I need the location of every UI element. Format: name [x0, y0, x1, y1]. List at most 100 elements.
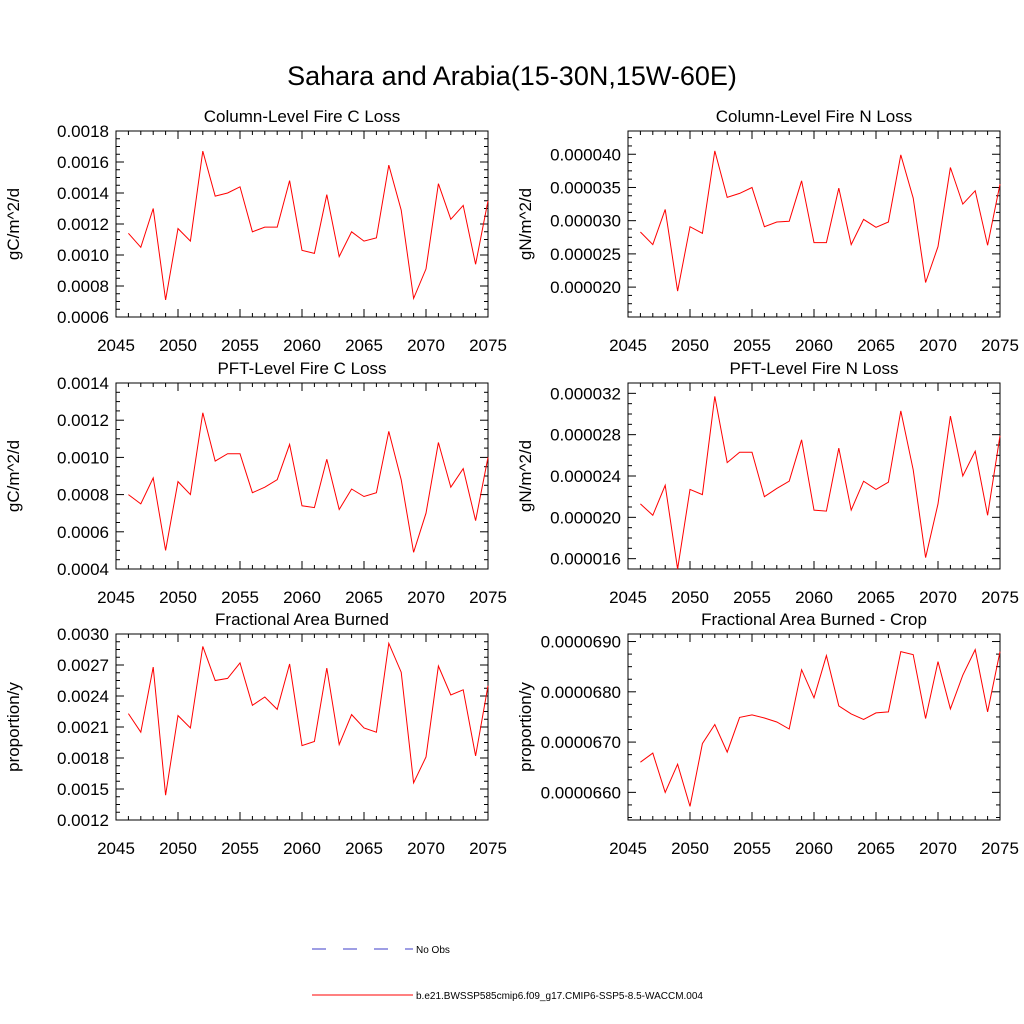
plot-frame [627, 382, 1001, 570]
y-tick-label: 0.0000670 [541, 733, 621, 752]
chart-panel-5: Fractional Area Burned proportion/y 2045 20… [4, 610, 507, 858]
x-tick-label: 2070 [407, 336, 445, 355]
x-tick-label: 2075 [469, 588, 507, 607]
y-tick-label: 0.0014 [57, 374, 109, 393]
y-axis-label: gC/m^2/d [4, 188, 23, 260]
x-tick-label: 2050 [159, 839, 197, 858]
x-tick-label: 2045 [609, 839, 647, 858]
y-tick-label: 0.0018 [57, 122, 109, 141]
x-tick-label: 2065 [345, 336, 383, 355]
x-tick-label: 2070 [407, 588, 445, 607]
y-tick-label: 0.000035 [550, 178, 621, 197]
y-tick-label: 0.000040 [550, 145, 621, 164]
y-axis-label: gC/m^2/d [4, 440, 23, 512]
x-tick-label: 2045 [97, 839, 135, 858]
x-tick-label: 2070 [919, 839, 957, 858]
y-tick-label: 0.0030 [57, 625, 109, 644]
x-tick-label: 2075 [981, 839, 1019, 858]
x-tick-label: 2055 [733, 588, 771, 607]
x-tick-label: 2050 [159, 588, 197, 607]
y-tick-label: 0.0027 [57, 656, 109, 675]
legend-obs-label: No Obs [416, 945, 450, 956]
x-tick-label: 2050 [671, 839, 709, 858]
x-tick-label: 2055 [221, 588, 259, 607]
y-tick-label: 0.000030 [550, 212, 621, 231]
x-tick-label: 2060 [283, 336, 321, 355]
panel-title: Fractional Area Burned - Crop [701, 610, 927, 629]
x-tick-label: 2075 [469, 839, 507, 858]
y-tick-label: 0.0008 [57, 277, 109, 296]
series-line [640, 150, 1001, 292]
y-tick-label: 0.0008 [57, 486, 109, 505]
figure-title: Sahara and Arabia(15-30N,15W-60E) [287, 61, 737, 91]
y-tick-label: 0.0012 [57, 811, 109, 830]
series-line [128, 150, 489, 301]
y-tick-label: 0.000020 [550, 508, 621, 527]
y-tick-label: 0.0000680 [541, 683, 621, 702]
y-tick-label: 0.0000660 [541, 783, 621, 802]
y-tick-label: 0.0010 [57, 448, 109, 467]
x-tick-label: 2045 [97, 588, 135, 607]
y-axis-label: proportion/y [516, 682, 535, 772]
series-line [128, 412, 489, 553]
x-tick-label: 2070 [919, 336, 957, 355]
chart-panel-3: PFT-Level Fire C Loss gC/m^2/d 2045 2050 205… [4, 359, 507, 607]
x-tick-label: 2055 [733, 336, 771, 355]
x-tick-label: 2060 [795, 588, 833, 607]
y-tick-label: 0.0006 [57, 308, 109, 327]
x-tick-label: 2075 [981, 588, 1019, 607]
x-tick-label: 2065 [345, 839, 383, 858]
y-tick-label: 0.0021 [57, 718, 109, 737]
x-tick-label: 2065 [857, 588, 895, 607]
x-tick-label: 2065 [345, 588, 383, 607]
y-tick-label: 0.000016 [550, 550, 621, 569]
x-tick-label: 2070 [919, 588, 957, 607]
y-axis-label: gN/m^2/d [516, 188, 535, 260]
y-axis-label: proportion/y [4, 682, 23, 772]
y-tick-label: 0.000020 [550, 278, 621, 297]
x-tick-label: 2060 [795, 839, 833, 858]
y-tick-label: 0.0014 [57, 184, 109, 203]
legend-model-label: b.e21.BWSSP585cmip6.f09_g17.CMIP6-SSP5-8… [416, 991, 703, 1002]
panel-title: Fractional Area Burned [215, 610, 389, 629]
y-tick-label: 0.0018 [57, 749, 109, 768]
y-tick-label: 0.0004 [57, 560, 109, 579]
y-tick-label: 0.0010 [57, 246, 109, 265]
chart-panels: Column-Level Fire C Loss gC/m^2/d 2045 2050… [4, 107, 1019, 858]
legend: No Obs b.e21.BWSSP585cmip6.f09_g17.CMIP6… [312, 945, 703, 1002]
x-tick-label: 2045 [97, 336, 135, 355]
series-line [127, 641, 489, 796]
y-tick-label: 0.000028 [550, 426, 621, 445]
y-tick-label: 0.0015 [57, 780, 109, 799]
chart-panel-6: Fractional Area Burned - Crop proportion/… [516, 610, 1019, 858]
x-tick-label: 2075 [469, 336, 507, 355]
y-axis-label: gN/m^2/d [516, 440, 535, 512]
chart-panel-1: Column-Level Fire C Loss gC/m^2/d 2045 2050… [4, 107, 507, 355]
x-tick-label: 2050 [159, 336, 197, 355]
y-tick-label: 0.000025 [550, 245, 621, 264]
plot-frame [627, 633, 1001, 821]
y-tick-label: 0.000032 [550, 384, 621, 403]
x-tick-label: 2060 [283, 588, 321, 607]
x-tick-label: 2075 [981, 336, 1019, 355]
y-tick-label: 0.0024 [57, 687, 109, 706]
plot-frame [627, 130, 1001, 318]
y-tick-label: 0.0012 [57, 411, 109, 430]
x-tick-label: 2045 [609, 336, 647, 355]
chart-panel-4: PFT-Level Fire N Loss gN/m^2/d 2045 2050 205… [516, 359, 1019, 607]
x-tick-label: 2065 [857, 336, 895, 355]
x-tick-label: 2050 [671, 336, 709, 355]
x-tick-label: 2050 [671, 588, 709, 607]
series-line [640, 396, 1001, 570]
panel-title: Column-Level Fire C Loss [204, 107, 401, 126]
y-tick-label: 0.0012 [57, 215, 109, 234]
x-tick-label: 2055 [221, 839, 259, 858]
y-tick-label: 0.0006 [57, 523, 109, 542]
y-tick-label: 0.0016 [57, 153, 109, 172]
x-tick-label: 2045 [609, 588, 647, 607]
x-tick-label: 2060 [795, 336, 833, 355]
x-tick-label: 2055 [733, 839, 771, 858]
panel-title: PFT-Level Fire N Loss [729, 359, 898, 378]
x-tick-label: 2055 [221, 336, 259, 355]
